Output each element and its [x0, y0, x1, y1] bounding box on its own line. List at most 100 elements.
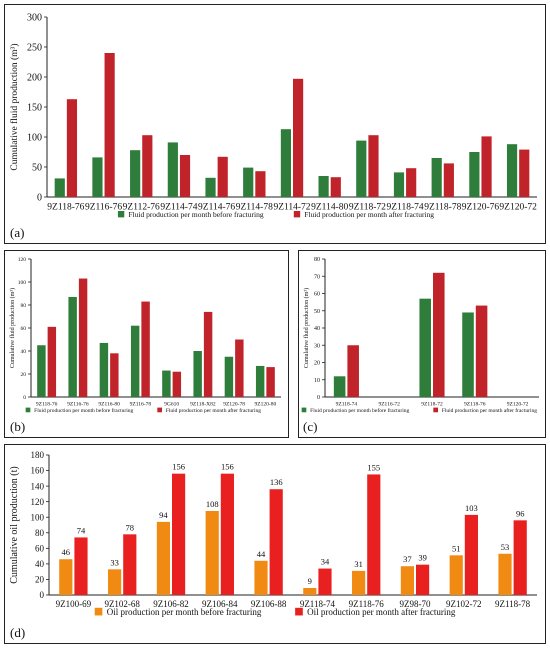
y-tick-label: 100 — [31, 512, 45, 522]
data-label: 103 — [465, 503, 478, 513]
x-tick-label: 9Z106-88 — [251, 599, 287, 609]
x-tick-label: 9Z118-74 — [300, 599, 336, 609]
y-tick-label: 80 — [21, 303, 27, 309]
bar-before — [498, 553, 512, 595]
bar-before — [303, 588, 317, 595]
x-tick-label: 9Z120-72 — [507, 402, 529, 408]
bar-after — [104, 53, 115, 197]
chart-d: 0 20 40 60 80 100 120 140 160 180 Cumulative oil p… — [9, 450, 537, 617]
x-tick-label: 9Z102-72 — [446, 599, 482, 609]
x-tick-label: 9Z106-84 — [202, 599, 238, 609]
legend-label: Oil production per month before fracturi… — [107, 607, 262, 617]
bar-after — [141, 301, 150, 397]
panel-c: 0 10 20 30 40 50 60 70 80 Cumulative fluid produc… — [298, 250, 546, 438]
bar-after — [269, 489, 283, 595]
legend-label: Fluid production per month after fractur… — [166, 407, 261, 414]
data-label: 108 — [206, 499, 219, 509]
bar-after — [203, 311, 213, 397]
panel-a: 0 50 100 150 200 250 300 Cumulative fluid produ… — [4, 4, 546, 244]
data-label: 51 — [452, 543, 461, 553]
y-tick-label: 120 — [18, 257, 27, 263]
bar-before — [156, 521, 170, 595]
y-tick-label: 100 — [27, 133, 42, 144]
x-tick-label: 9Z118-74 — [336, 402, 358, 408]
x-tick-label: 9Z116-72 — [378, 402, 400, 408]
y-tick-label: 80 — [35, 528, 45, 538]
x-tick-label: 9Z114-74 — [160, 203, 197, 213]
bar-before — [205, 177, 216, 197]
bar-before — [130, 150, 141, 197]
y-tick-label: 100 — [18, 280, 27, 286]
x-tick-label: 9Z114-72 — [273, 203, 310, 213]
data-label: 33 — [110, 557, 119, 567]
panel-label-d: (d) — [10, 625, 26, 640]
y-axis-label: Cumulative fluid production (m³) — [303, 288, 310, 368]
bar-after — [47, 326, 57, 397]
bar-after — [255, 171, 266, 197]
bar-after — [217, 156, 228, 197]
legend-swatch — [295, 607, 303, 616]
x-tick-label: 9Z102-68 — [104, 599, 140, 609]
legend-label: Fluid production per month after fractur… — [304, 210, 434, 219]
y-tick-label: 20 — [21, 372, 27, 378]
legend-swatch — [293, 211, 301, 218]
x-tick-label: 9Z120-76 — [462, 203, 500, 213]
bar-before — [462, 312, 474, 397]
bar-before — [162, 370, 171, 397]
y-tick-label: 200 — [27, 73, 42, 84]
legend-swatch — [433, 407, 438, 413]
bar-before — [130, 325, 140, 397]
legend-swatch — [157, 407, 162, 413]
x-tick-label: 9Z116-76 — [67, 402, 89, 408]
x-tick-label: 9Z112-76 — [123, 203, 160, 213]
x-tick-label: 9Z120-80 — [255, 402, 277, 408]
data-label: 9 — [308, 576, 312, 586]
bar-after — [123, 534, 137, 595]
bar-before — [54, 178, 65, 197]
legend-swatch — [117, 211, 125, 218]
data-label: 156 — [172, 462, 185, 472]
x-tick-label: 9Z118-78 — [495, 599, 531, 609]
x-tick-label: 9G610 — [164, 402, 179, 408]
bar-after — [293, 78, 304, 197]
y-tick-label: 20 — [314, 361, 320, 367]
chart-c: 0 10 20 30 40 50 60 70 80 Cumulative fluid produc… — [301, 257, 539, 414]
y-tick-label: 0 — [40, 590, 45, 600]
bar-before — [167, 142, 178, 197]
bar-before — [193, 351, 202, 397]
bar-before — [393, 172, 405, 197]
legend-swatch — [25, 407, 31, 413]
bar-before — [224, 356, 234, 397]
bar-after — [142, 135, 153, 197]
data-label: 31 — [354, 559, 363, 569]
bar-after — [519, 149, 530, 197]
bar-before — [333, 376, 346, 397]
bar-before — [255, 365, 265, 397]
y-axis-label: Cumulative oil production (t) — [9, 466, 20, 583]
y-tick-label: 60 — [314, 292, 320, 298]
bar-after — [172, 473, 186, 595]
data-label: 44 — [257, 549, 266, 559]
bar-before — [318, 176, 329, 197]
data-label: 53 — [501, 542, 510, 552]
y-tick-label: 40 — [21, 349, 27, 355]
x-tick-label: 9Z114-76 — [198, 203, 235, 213]
bar-after — [443, 163, 454, 197]
x-tick-label: 9Z118-76 — [464, 402, 486, 408]
legend-label: Oil production per month after fracturin… — [307, 607, 456, 617]
data-label: 94 — [159, 510, 168, 520]
x-tick-label: 9Z118-X82 — [190, 402, 216, 408]
y-tick-label: 0 — [317, 395, 320, 401]
x-tick-label: 9Z114-80 — [311, 203, 348, 213]
y-tick-label: 70 — [314, 274, 320, 280]
x-tick-label: 9Z118-72 — [349, 203, 386, 213]
x-tick-label: 9Z118-76 — [349, 599, 385, 609]
bar-after — [235, 339, 244, 397]
y-axis-label: Cumulative fluid production (m³) — [9, 43, 20, 170]
y-tick-label: 60 — [21, 326, 27, 332]
y-tick-label: 120 — [31, 497, 45, 507]
y-tick-label: 40 — [314, 326, 320, 332]
x-tick-label: 9Z106-82 — [153, 599, 189, 609]
data-label: 156 — [221, 462, 234, 472]
panel-b: 0 20 40 60 80 100 120 Cumulative fluid producti… — [4, 250, 289, 438]
